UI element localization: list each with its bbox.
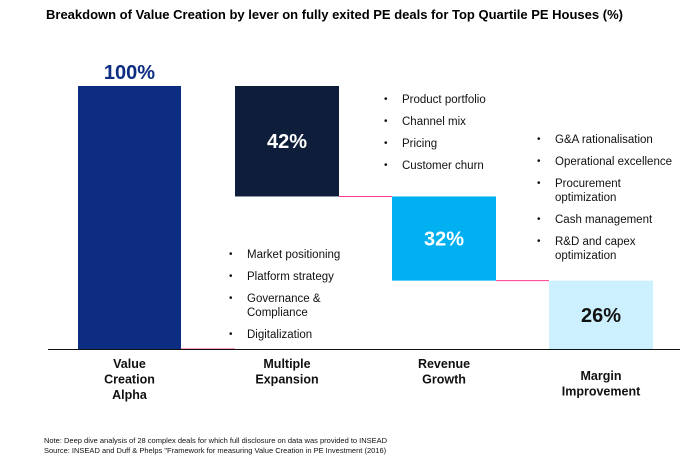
lever-item: Operational excellence	[537, 155, 677, 169]
bar-multiple_expansion	[235, 86, 339, 197]
category-label-multiple_expansion: Multiple Expansion	[255, 357, 318, 387]
bar-value_creation_alpha	[78, 86, 181, 349]
lever-item: Cash management	[537, 213, 677, 227]
value-label-value_creation_alpha: 100%	[104, 62, 155, 84]
category-label-revenue_growth: Revenue Growth	[418, 357, 470, 387]
category-label-value_creation_alpha: Value Creation Alpha	[104, 357, 155, 402]
lever-item: G&A rationalisation	[537, 133, 677, 147]
margin-improvement-levers: G&A rationalisation Operational excellenc…	[537, 133, 677, 271]
lever-item: Channel mix	[384, 115, 524, 129]
lever-item: R&D and capex optimization	[537, 235, 677, 263]
lever-item: Governance & Compliance	[229, 292, 369, 320]
value-label-margin_improvement: 26%	[581, 305, 621, 327]
lever-item: Product portfolio	[384, 93, 524, 107]
category-label-margin_improvement: Margin Improvement	[562, 369, 641, 399]
bar-margin_improvement	[549, 280, 653, 349]
revenue-growth-levers: Product portfolio Channel mix Pricing Custo…	[384, 93, 524, 181]
chart-title: Breakdown of Value Creation by lever on …	[46, 7, 623, 22]
lever-item: Market positioning	[229, 248, 369, 262]
lever-item: Digitalization	[229, 328, 369, 342]
lever-item: Platform strategy	[229, 270, 369, 284]
multiple-expansion-levers: Market positioning Platform strategy Gover…	[229, 248, 369, 350]
footnote-source: Source: INSEAD and Duff & Phelps "Framew…	[44, 446, 387, 455]
value-label-multiple_expansion: 42%	[267, 131, 307, 153]
footnote-note: Note: Deep dive analysis of 28 complex d…	[44, 436, 388, 445]
lever-item: Customer churn	[384, 159, 524, 173]
lever-item: Procurement optimization	[537, 177, 677, 205]
lever-item: Pricing	[384, 137, 524, 151]
bar-revenue_growth	[392, 196, 496, 281]
value-label-revenue_growth: 32%	[424, 229, 464, 251]
